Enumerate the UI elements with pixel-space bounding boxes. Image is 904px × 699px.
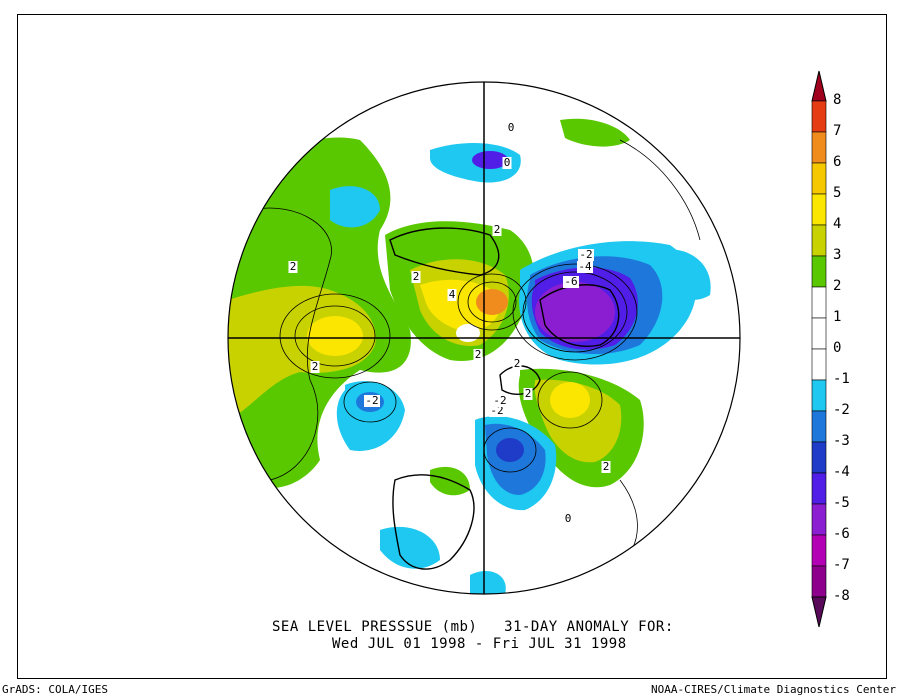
contour-label: 0 — [508, 121, 515, 134]
coastline-namerica — [392, 474, 475, 570]
contour-label: 0 — [565, 512, 572, 525]
contour-label: 0 — [504, 156, 511, 169]
colorbar — [811, 70, 827, 628]
colorbar-segment — [811, 348, 827, 381]
colorbar-tick-label: -4 — [833, 464, 850, 480]
negative-anomaly-npacific — [336, 381, 405, 451]
colorbar-segment — [811, 503, 827, 536]
colorbar-tick-label: -6 — [833, 526, 850, 542]
colorbar-tick-label: 5 — [833, 185, 842, 201]
contour-label: 4 — [449, 288, 456, 301]
title-line-2: Wed JUL 01 1998 - Fri JUL 31 1998 — [332, 636, 627, 652]
colorbar-tick-label: 7 — [833, 123, 842, 139]
high-center-pacific — [307, 316, 363, 356]
contour-label: -6 — [564, 275, 577, 288]
colorbar-tick-label: 4 — [833, 216, 842, 232]
colorbar-tick-label: -5 — [833, 495, 850, 511]
high-center-atlantic — [550, 382, 590, 418]
colorbar-segment — [811, 534, 827, 567]
colorbar-segment — [811, 410, 827, 443]
contour-label: -2 — [490, 404, 503, 417]
colorbar-segment — [811, 441, 827, 474]
contour-label: -2 — [493, 394, 506, 407]
title-line-1: SEA LEVEL PRESSSUE (mb) 31-DAY ANOMALY F… — [272, 619, 674, 635]
colorbar-tick-label: 8 — [833, 92, 842, 108]
colorbar-tick-label: 2 — [833, 278, 842, 294]
colorbar-segment — [811, 255, 827, 288]
colorbar-top-arrow — [811, 70, 827, 102]
colorbar-segment — [811, 379, 827, 412]
low-center-europe — [535, 282, 615, 342]
colorbar-tick-label: -7 — [833, 557, 850, 573]
footer-credit-right: NOAA-CIRES/Climate Diagnostics Center — [650, 683, 896, 696]
colorbar-tick-label: 6 — [833, 154, 842, 170]
contour-label: 2 — [475, 348, 482, 361]
contour-label: 2 — [290, 260, 297, 273]
colorbar-segment — [811, 286, 827, 319]
plot-frame — [17, 14, 887, 679]
colorbar-segment — [811, 131, 827, 164]
contour-label: 2 — [603, 460, 610, 473]
colorbar-tick-label: 3 — [833, 247, 842, 263]
colorbar-tick-label: -3 — [833, 433, 850, 449]
colorbar-tick-label: -1 — [833, 371, 850, 387]
contour-label: -2 — [579, 248, 592, 261]
contour-label: -2 — [365, 394, 378, 407]
contour-label: 2 — [514, 357, 521, 370]
colorbar-tick-label: 0 — [833, 340, 842, 356]
colorbar-segment — [811, 317, 827, 350]
colorbar-segment — [811, 565, 827, 598]
colorbar-tick-label: 1 — [833, 309, 842, 325]
colorbar-segment — [811, 193, 827, 226]
colorbar-segment — [811, 162, 827, 195]
colorbar-segment — [811, 224, 827, 257]
contour-label: -4 — [578, 260, 592, 273]
contour-label: 2 — [494, 223, 501, 236]
footer-credit-left: GrADS: COLA/IGES — [2, 683, 108, 696]
colorbar-segment — [811, 472, 827, 505]
colorbar-tick-label: -2 — [833, 402, 850, 418]
coastline-asia — [389, 227, 500, 276]
colorbar-segment — [811, 100, 827, 133]
contour-label: 2 — [413, 270, 420, 283]
colorbar-tick-label: -8 — [833, 588, 850, 604]
contour-label: 2 — [525, 387, 532, 400]
contour-label: 2 — [312, 360, 319, 373]
colorbar-bottom-arrow — [811, 596, 827, 628]
